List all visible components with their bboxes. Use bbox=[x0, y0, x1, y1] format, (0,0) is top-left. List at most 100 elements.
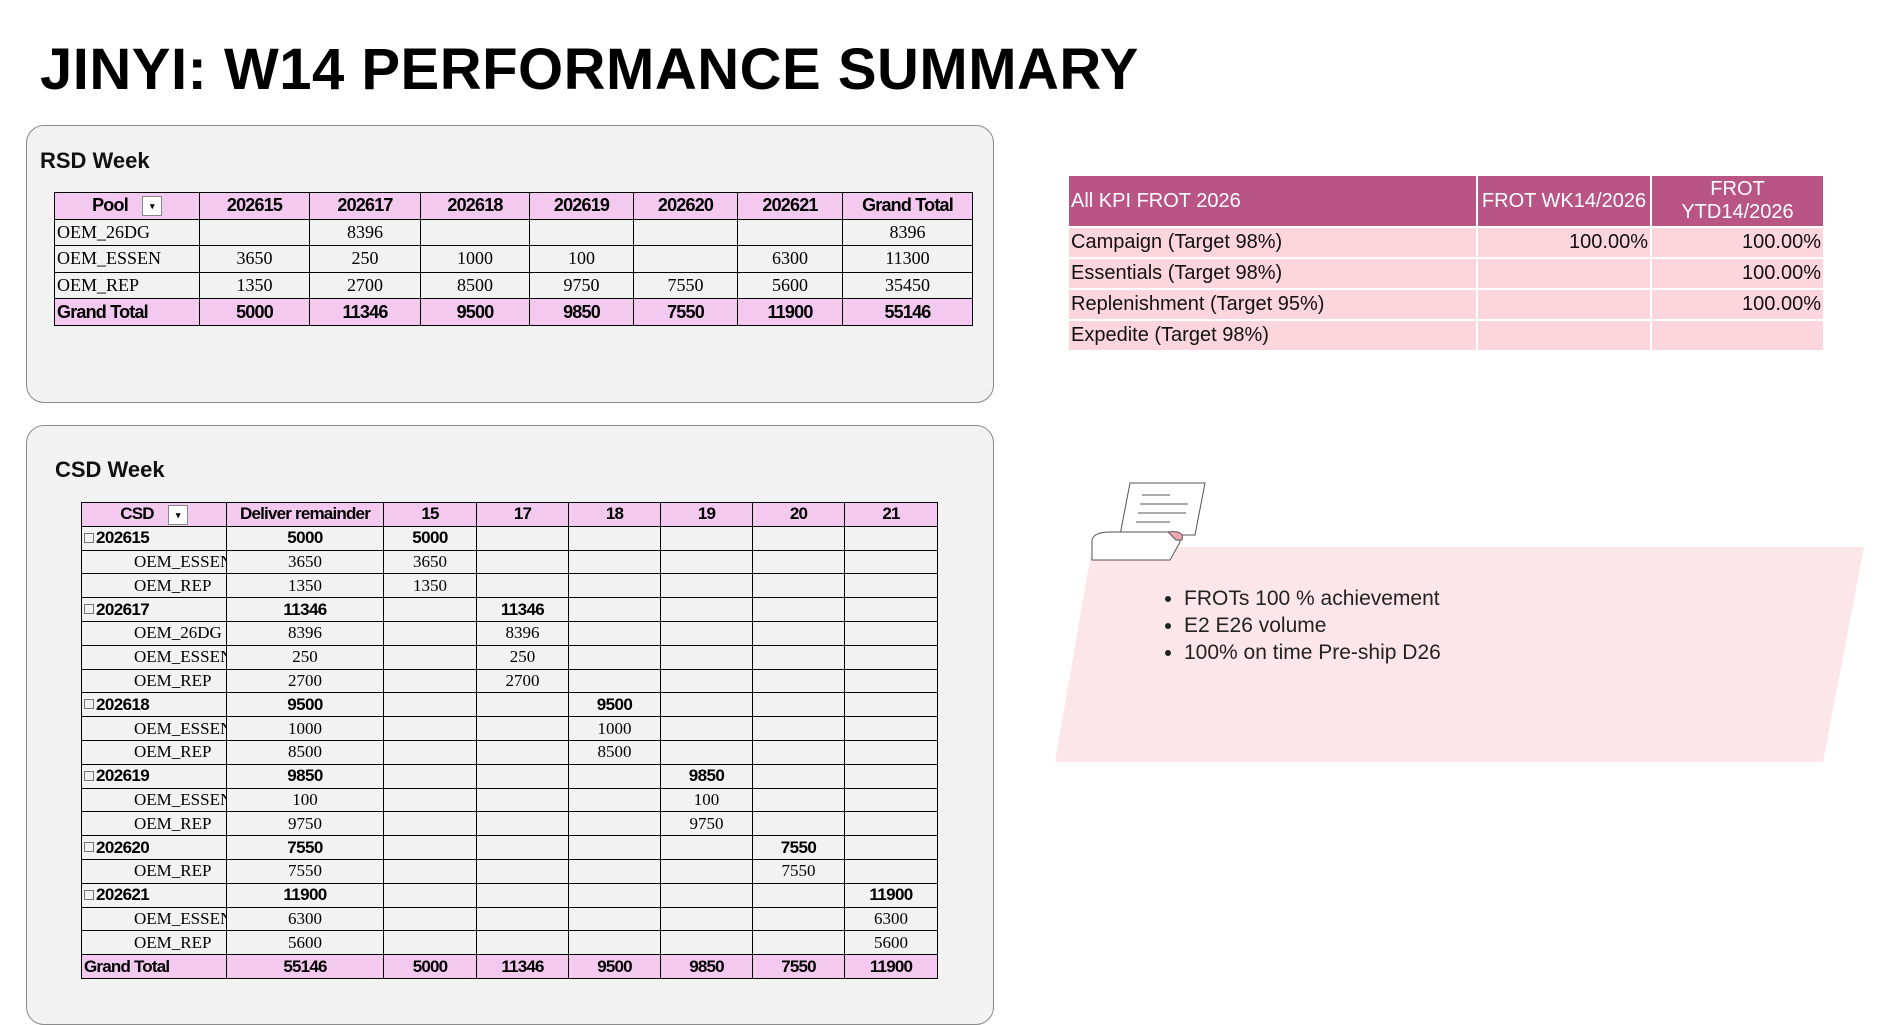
cell-text: 1350 bbox=[236, 275, 273, 296]
cell-text: 202618 bbox=[96, 694, 150, 714]
table-cell: 5600 bbox=[844, 930, 938, 956]
table-cell bbox=[844, 811, 938, 837]
table-cell bbox=[660, 906, 753, 932]
table-cell: 100 bbox=[226, 787, 384, 813]
table-cell: OEM_26DG bbox=[54, 218, 200, 247]
table-cell bbox=[660, 835, 753, 860]
cell-text: 11300 bbox=[885, 248, 930, 269]
table-cell: Replenishment (Target 95%) bbox=[1067, 288, 1478, 321]
filter-button: ▾ bbox=[141, 196, 162, 217]
collapse-icon bbox=[84, 604, 94, 615]
table-cell: 9750 bbox=[660, 811, 753, 837]
table-cell: 5000 bbox=[383, 525, 477, 551]
table-cell bbox=[383, 906, 477, 932]
cell-text: OEM_ESSEN bbox=[57, 248, 162, 269]
table-cell bbox=[660, 597, 753, 622]
table-cell: 9750 bbox=[226, 811, 384, 837]
cell-text: 11346 bbox=[283, 599, 327, 619]
note-item: E2 E26 volume bbox=[1184, 612, 1441, 639]
cell-text: CSD bbox=[120, 504, 154, 524]
table-cell: 202619 bbox=[529, 192, 634, 220]
cell-text: OEM_REP bbox=[134, 575, 212, 595]
table-cell: 19 bbox=[660, 502, 753, 527]
header-row: Pool ▾ 202615 202617 202618 202619 202620 20262… bbox=[54, 192, 973, 220]
group-row: 202615 5000 5000 bbox=[81, 525, 938, 551]
table-cell: 20 bbox=[752, 502, 845, 527]
table-cell bbox=[752, 739, 845, 765]
table-cell bbox=[1476, 257, 1652, 290]
table-cell bbox=[383, 835, 477, 860]
cell-text: OEM_ESSEN bbox=[134, 551, 227, 571]
cell-text: 11346 bbox=[342, 301, 388, 322]
data-row: OEM_ESSEN 3650 250 1000 100 6300 11300 bbox=[54, 245, 973, 273]
table-cell: 6300 bbox=[226, 906, 384, 932]
table-cell: 202620 bbox=[81, 835, 227, 860]
collapse-icon bbox=[84, 842, 94, 853]
table-cell bbox=[383, 930, 477, 956]
table-cell: 7550 bbox=[226, 858, 384, 884]
table-cell: 202620 bbox=[633, 192, 738, 220]
data-row: Campaign (Target 98%) 100.00% 100.00% bbox=[1067, 226, 1825, 259]
cell-text: OEM_REP bbox=[134, 861, 212, 881]
table-cell: 202619 bbox=[81, 763, 227, 789]
cell-text: OEM_ESSEN bbox=[134, 647, 227, 667]
cell-text: 18 bbox=[605, 504, 624, 524]
table-cell bbox=[476, 763, 569, 789]
table-cell: 1000 bbox=[568, 716, 661, 741]
table-cell: 1000 bbox=[226, 716, 384, 741]
cell-text: 9850 bbox=[563, 301, 601, 322]
table-cell: 100.00% bbox=[1650, 226, 1825, 259]
table-cell bbox=[660, 882, 753, 908]
table-cell: 7550 bbox=[633, 298, 738, 326]
group-row: 202621 11900 11900 bbox=[81, 882, 938, 908]
cell-text: 8396 bbox=[889, 221, 926, 242]
table-cell bbox=[568, 620, 661, 646]
data-row: Expedite (Target 98%) bbox=[1067, 319, 1825, 352]
table-cell bbox=[383, 644, 477, 670]
table-cell: 15 bbox=[383, 502, 477, 527]
table-cell: 100.00% bbox=[1650, 288, 1825, 321]
cell-text: 100.00% bbox=[1742, 293, 1821, 315]
cell-text: Pool bbox=[92, 195, 129, 216]
table-cell: 35450 bbox=[842, 271, 973, 300]
table-cell: Grand Total bbox=[81, 954, 227, 979]
cell-text: 8396 bbox=[347, 221, 383, 242]
cell-text: 5600 bbox=[874, 932, 908, 952]
detail-row: OEM_REP 2700 2700 bbox=[81, 668, 938, 694]
table-cell bbox=[752, 597, 845, 622]
detail-row: OEM_REP 5600 5600 bbox=[81, 930, 938, 956]
cell-text: FROT YTD14/2026 bbox=[1681, 178, 1794, 223]
cell-text: 202620 bbox=[657, 195, 714, 216]
cell-text: OEM_26DG bbox=[134, 623, 222, 643]
table-cell: OEM_ESSEN bbox=[81, 787, 227, 813]
cell-text: 5600 bbox=[772, 275, 808, 296]
cell-text: 1350 bbox=[413, 575, 447, 595]
table-cell: Pool ▾ bbox=[54, 192, 200, 220]
table-cell bbox=[660, 620, 753, 646]
table-cell bbox=[568, 835, 661, 860]
cell-text: OEM_REP bbox=[134, 742, 212, 762]
table-cell bbox=[660, 644, 753, 670]
table-cell: 8396 bbox=[226, 620, 384, 646]
table-cell bbox=[844, 787, 938, 813]
cell-text: 9750 bbox=[563, 275, 600, 296]
table-cell: 17 bbox=[476, 502, 569, 527]
table-cell: Grand Total bbox=[842, 192, 973, 220]
cell-text: 202619 bbox=[553, 195, 610, 216]
table-cell: OEM_ESSEN bbox=[81, 644, 227, 670]
cell-text: 100 bbox=[693, 789, 720, 809]
table-cell bbox=[752, 716, 845, 741]
cell-text: 100.00% bbox=[1742, 262, 1821, 284]
cell-text: 35450 bbox=[885, 275, 930, 296]
cell-text: 5000 bbox=[236, 301, 274, 322]
table-cell: OEM_26DG bbox=[81, 620, 227, 646]
table-cell: 7550 bbox=[752, 954, 845, 979]
cell-text: OEM_REP bbox=[134, 932, 212, 952]
scroll-icon bbox=[1091, 482, 1206, 561]
table-cell: 8500 bbox=[420, 271, 530, 300]
cell-text: 21 bbox=[882, 504, 900, 524]
cell-text: Grand Total bbox=[57, 301, 149, 322]
detail-row: OEM_ESSEN 250 250 bbox=[81, 644, 938, 670]
table-cell bbox=[568, 763, 661, 789]
table-cell bbox=[568, 858, 661, 884]
